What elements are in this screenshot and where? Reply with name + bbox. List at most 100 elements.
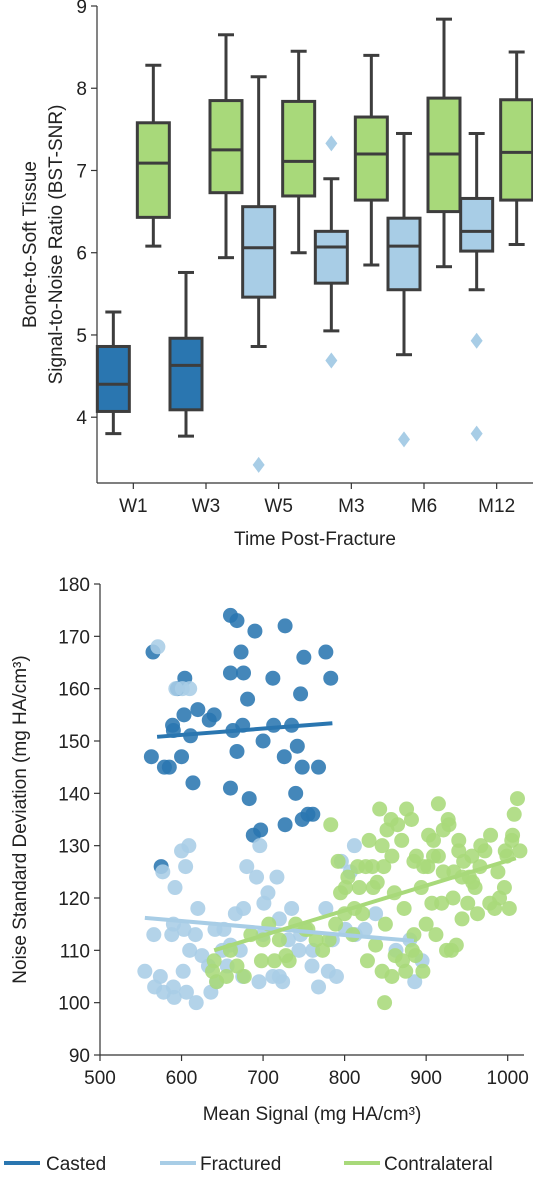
scatter-point-contralateral (271, 932, 287, 948)
scatter-point-fractured (291, 942, 307, 958)
scatter-point-contralateral (406, 853, 422, 869)
scatter-point-fractured (251, 974, 267, 990)
scatter-point-fractured (194, 948, 210, 964)
scatter-point-contralateral (445, 890, 461, 906)
scatter-point-contralateral (278, 948, 294, 964)
scatter-point-contralateral (470, 906, 486, 922)
scatter-point-fractured (164, 927, 180, 943)
box-M3-fractured (313, 135, 349, 369)
scatter-point-casted (311, 759, 327, 775)
legend-item-casted: Casted (4, 1154, 106, 1175)
scatter-y-tick-label: 120 (58, 889, 90, 910)
scatter-point-contralateral (408, 948, 424, 964)
box-iqr (241, 205, 277, 299)
scatter-point-contralateral (218, 969, 234, 984)
scatter-point-contralateral (483, 827, 499, 843)
scatter-point-contralateral (384, 969, 400, 984)
scatter-point-casted (174, 749, 190, 765)
box-W3-contralateral (208, 33, 244, 260)
box-flier (470, 332, 483, 349)
scatter-point-contralateral (464, 848, 480, 864)
scatter-y-tick-label: 180 (58, 575, 90, 596)
scatter-x-tick-label: 900 (410, 1068, 442, 1089)
scatter-point-fractured (249, 869, 265, 885)
scatter-point-contralateral (460, 895, 476, 911)
scatter-point-casted (288, 785, 304, 801)
scatter-point-contralateral (377, 916, 393, 932)
box-x-tick-label: M12 (478, 496, 515, 517)
scatter-point-casted (206, 707, 222, 723)
scatter-point-casted (294, 759, 310, 775)
scatter-trendline-contralateral (213, 856, 517, 953)
box-y-axis-title-line2: Signal-to-Noise Ratio (BST-SNR) (46, 105, 67, 385)
scatter-point-fractured (239, 859, 255, 875)
box-y-axis-title-line1: Bone-to-Soft Tissue (20, 161, 41, 328)
scatter-point-casted (236, 665, 252, 681)
scatter-point-fractured (146, 927, 162, 943)
scatter-point-contralateral (330, 853, 346, 869)
scatter-point-contralateral (441, 817, 457, 833)
scatter-point-contralateral (418, 916, 434, 932)
scatter-point-contralateral (337, 880, 353, 896)
scatter-point-fractured (190, 900, 206, 916)
box-iqr (499, 98, 533, 202)
scatter-point-casted (296, 649, 312, 665)
scatter-point-casted (222, 665, 238, 681)
scatter-point-contralateral (425, 848, 441, 864)
scatter-point-casted (229, 613, 245, 629)
box-flier (470, 425, 483, 442)
box-x-tick-label: M3 (338, 496, 364, 517)
scatter-point-casted (277, 618, 293, 634)
box-iqr (135, 121, 171, 219)
scatter-point-contralateral (421, 827, 437, 843)
scatter-point-fractured (271, 969, 287, 984)
box-M6-contralateral (426, 17, 462, 269)
scatter-y-tick-label: 100 (58, 994, 90, 1015)
scatter-point-contralateral (351, 880, 367, 896)
scatter-point-fractured (178, 859, 194, 875)
scatter-point-fractured (311, 979, 327, 995)
box-y-tick-label: 8 (76, 79, 87, 100)
box-y-tick-label: 4 (76, 408, 87, 429)
box-x-axis-title: Time Post-Fracture (234, 529, 396, 550)
scatter-point-contralateral (439, 942, 455, 958)
box-flier (398, 431, 410, 448)
scatter-point-fractured (284, 900, 300, 916)
box-M6-fractured (386, 131, 422, 448)
scatter-point-fractured (182, 942, 198, 958)
scatter-point-contralateral (377, 995, 393, 1011)
scatter-y-tick-label: 90 (69, 1046, 90, 1067)
scatter-point-contralateral (364, 859, 380, 875)
box-iqr (168, 336, 204, 412)
scatter-point-contralateral (490, 864, 506, 880)
box-W5-fractured (241, 75, 277, 473)
scatter-point-contralateral (229, 958, 245, 974)
scatter-point-contralateral (396, 900, 412, 916)
scatter-point-casted (233, 644, 249, 660)
box-iqr (208, 99, 244, 195)
scatter-point-casted (276, 749, 292, 765)
scatter-point-contralateral (368, 937, 384, 953)
box-x-tick-label: M6 (411, 496, 437, 517)
scatter-point-contralateral (359, 953, 375, 969)
scatter-y-tick-label: 150 (58, 732, 90, 753)
scatter-point-fractured (328, 969, 344, 984)
box-iqr (313, 229, 349, 285)
scatter-x-axis-title: Mean Signal (mg HA/cm³) (203, 1104, 422, 1125)
scatter-x-tick-label: 700 (247, 1068, 279, 1089)
scatter-point-fractured (175, 963, 191, 979)
legend-label-casted: Casted (46, 1154, 106, 1175)
scatter-point-fractured (137, 963, 153, 979)
scatter-point-casted (277, 817, 293, 833)
box-y-tick-label: 9 (76, 0, 87, 18)
scatter-x-tick-label: 500 (84, 1068, 116, 1089)
scatter-point-contralateral (430, 796, 446, 812)
scatter-point-contralateral (454, 911, 470, 927)
scatter-point-fractured (178, 984, 194, 1000)
scatter-point-fractured (181, 838, 197, 854)
scatter-point-casted (190, 702, 206, 718)
box-y-tick-label: 6 (76, 244, 87, 265)
legend-item-contralateral: Contralateral (344, 1154, 493, 1175)
legend-label-contralateral: Contralateral (384, 1154, 493, 1175)
scatter-y-tick-label: 160 (58, 680, 90, 701)
